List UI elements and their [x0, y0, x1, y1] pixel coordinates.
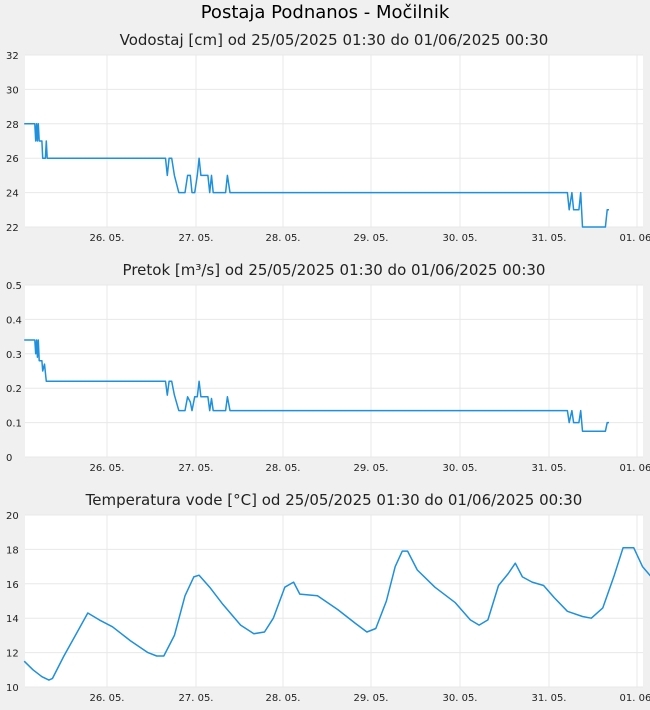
y-tick-label: 12: [6, 649, 19, 660]
x-tick-label: 01. 06.: [620, 693, 650, 704]
x-tick-label: 27. 05.: [179, 693, 214, 704]
x-tick-label: 26. 05.: [90, 693, 125, 704]
x-tick-label: 30. 05.: [443, 233, 478, 244]
plot-area: [25, 285, 643, 457]
y-tick-label: 16: [6, 580, 19, 591]
plot-area: [25, 55, 643, 227]
y-tick-label: 0.3: [6, 350, 22, 361]
x-tick-label: 26. 05.: [90, 463, 125, 474]
chart-3: Temperatura vode [°C] od 25/05/2025 01:3…: [6, 491, 650, 704]
x-tick-label: 28. 05.: [266, 693, 301, 704]
x-tick-label: 29. 05.: [354, 693, 389, 704]
page-title: Postaja Podnanos - Močilnik: [200, 2, 450, 23]
y-tick-label: 0.2: [6, 384, 22, 395]
x-tick-label: 27. 05.: [179, 233, 214, 244]
y-tick-label: 20: [6, 511, 19, 522]
y-tick-label: 0.4: [6, 315, 22, 326]
x-tick-label: 29. 05.: [354, 463, 389, 474]
x-tick-label: 30. 05.: [443, 693, 478, 704]
x-tick-label: 31. 05.: [532, 463, 567, 474]
x-tick-label: 31. 05.: [532, 233, 567, 244]
series-line: [24, 123, 609, 228]
y-tick-label: 32: [6, 51, 19, 62]
x-tick-label: 26. 05.: [90, 233, 125, 244]
chart-1: Vodostaj [cm] od 25/05/2025 01:30 do 01/…: [6, 31, 650, 244]
chart-2: Pretok [m³/s] od 25/05/2025 01:30 do 01/…: [6, 261, 650, 474]
y-tick-label: 24: [6, 189, 19, 200]
x-tick-label: 01. 06.: [620, 233, 650, 244]
x-tick-label: 28. 05.: [266, 233, 301, 244]
chart-title: Pretok [m³/s] od 25/05/2025 01:30 do 01/…: [123, 261, 546, 279]
y-tick-label: 0: [6, 453, 12, 464]
series-line: [24, 339, 609, 432]
series-line: [23, 546, 650, 681]
y-tick-label: 30: [6, 85, 19, 96]
y-tick-label: 0.5: [6, 281, 22, 292]
x-tick-label: 28. 05.: [266, 463, 301, 474]
x-tick-label: 01. 06.: [620, 463, 650, 474]
y-tick-label: 28: [6, 120, 19, 131]
x-tick-label: 27. 05.: [179, 463, 214, 474]
y-tick-label: 10: [6, 683, 19, 694]
y-tick-label: 0.1: [6, 419, 22, 430]
chart-title: Vodostaj [cm] od 25/05/2025 01:30 do 01/…: [120, 31, 549, 49]
x-tick-label: 29. 05.: [354, 233, 389, 244]
plot-area: [25, 515, 643, 687]
x-tick-label: 30. 05.: [443, 463, 478, 474]
y-tick-label: 26: [6, 154, 19, 165]
y-tick-label: 22: [6, 223, 19, 234]
y-tick-label: 18: [6, 545, 19, 556]
chart-title: Temperatura vode [°C] od 25/05/2025 01:3…: [85, 491, 583, 509]
x-tick-label: 31. 05.: [532, 693, 567, 704]
y-tick-label: 14: [6, 614, 19, 625]
